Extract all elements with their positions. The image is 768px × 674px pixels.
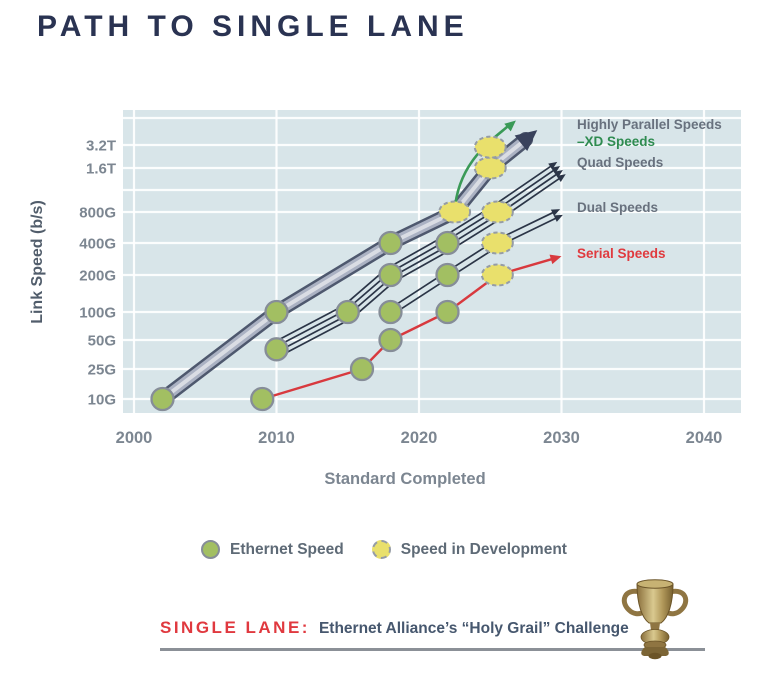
series-xd-speeds [453, 123, 511, 213]
series-highly-parallel-speeds-arrowhead-icon [514, 130, 538, 152]
data-point-in-development [480, 231, 514, 255]
page-title: PATH TO SINGLE LANE [37, 10, 469, 43]
legend-item-ethernet-speed: Ethernet Speed [201, 540, 344, 559]
y-axis-tick-label: 400G [79, 236, 116, 253]
plot-area [123, 110, 741, 413]
series-serial-speeds-arrowhead-icon [549, 254, 562, 265]
yellow-dashed-circle-icon [371, 540, 391, 559]
series-quad-speeds-arrowhead-icon [548, 161, 558, 170]
series-dual-speeds-arrowhead-icon [553, 214, 563, 222]
data-point-in-development [473, 156, 507, 180]
y-axis-tick-label: 100G [79, 305, 116, 322]
y-axis-tick-label: 10G [88, 392, 116, 409]
data-point-in-development [480, 263, 514, 287]
trophy-icon [621, 579, 689, 660]
data-point-completed [378, 262, 403, 288]
challenge-text: Ethernet Alliance’s “Holy Grail” Challen… [318, 620, 629, 637]
data-point-completed [349, 356, 375, 382]
x-axis-tick-label: 2010 [258, 429, 295, 447]
series-quad-speeds-arrowhead-icon [556, 174, 566, 182]
green-circle-icon [201, 540, 221, 559]
y-axis-title: Link Speed (b/s) [29, 200, 46, 324]
data-point-completed [264, 337, 289, 362]
series-dual-speeds-arrowhead-icon [550, 209, 561, 217]
legend-label: Speed in Development [400, 540, 567, 558]
series-annotation: Serial Speeds [577, 246, 666, 261]
series-quad-speeds [272, 165, 552, 344]
y-axis-tick-label: 3.2T [86, 138, 116, 155]
data-point-completed [435, 299, 460, 325]
series-xd-speeds-arrowhead-icon [504, 120, 516, 132]
legend-item-speed-in-development: Speed in Development [371, 540, 567, 559]
data-point-completed [378, 230, 403, 256]
series-quad-speeds-arrowhead-icon [551, 165, 561, 174]
series-dual-speeds [391, 217, 557, 316]
y-axis-tick-label: 800G [79, 205, 116, 222]
series-annotation: Quad Speeds [577, 155, 663, 170]
data-point-completed [435, 230, 460, 256]
data-point-completed [335, 299, 360, 325]
y-axis-tick-label: 200G [79, 268, 116, 285]
chart-legend: Ethernet Speed Speed in Development [0, 540, 768, 559]
series-annotation: Highly Parallel Speeds [577, 117, 722, 132]
footer-text: SINGLE LANE: Ethernet Alliance’s “Holy Gr… [160, 618, 629, 638]
y-axis-tick-label: 50G [88, 333, 116, 350]
data-point-completed [264, 299, 289, 325]
x-axis-tick-label: 2000 [116, 429, 153, 447]
single-lane-label: SINGLE LANE: [160, 618, 310, 637]
y-axis-tick-label: 1.6T [86, 161, 116, 178]
series-annotation: Dual Speeds [577, 200, 658, 215]
data-point-in-development [438, 200, 472, 224]
y-axis-tick-label: 25G [88, 362, 116, 379]
data-point-completed [435, 262, 460, 288]
data-point-in-development [480, 200, 514, 224]
x-axis-tick-label: 2040 [686, 429, 723, 447]
x-axis-tick-label: 2020 [401, 429, 438, 447]
data-point-completed [150, 386, 175, 412]
data-point-completed [378, 327, 403, 353]
series-dual-speeds [388, 211, 555, 311]
data-point-completed [250, 386, 275, 412]
x-axis-tick-label: 2030 [543, 429, 580, 447]
legend-label: Ethernet Speed [230, 540, 344, 558]
footer-divider [160, 648, 705, 651]
data-point-in-development [473, 135, 507, 159]
series-quad-speeds-arrowhead-icon [553, 170, 563, 178]
data-point-completed [378, 299, 403, 325]
x-axis-title: Standard Completed [324, 470, 485, 488]
link-speed-chart: 10G 25G 50G 100G 200G 400G 800G 1.6T 3.2T 2000 201… [29, 110, 741, 488]
series-annotation: –XD Speeds [577, 134, 655, 149]
